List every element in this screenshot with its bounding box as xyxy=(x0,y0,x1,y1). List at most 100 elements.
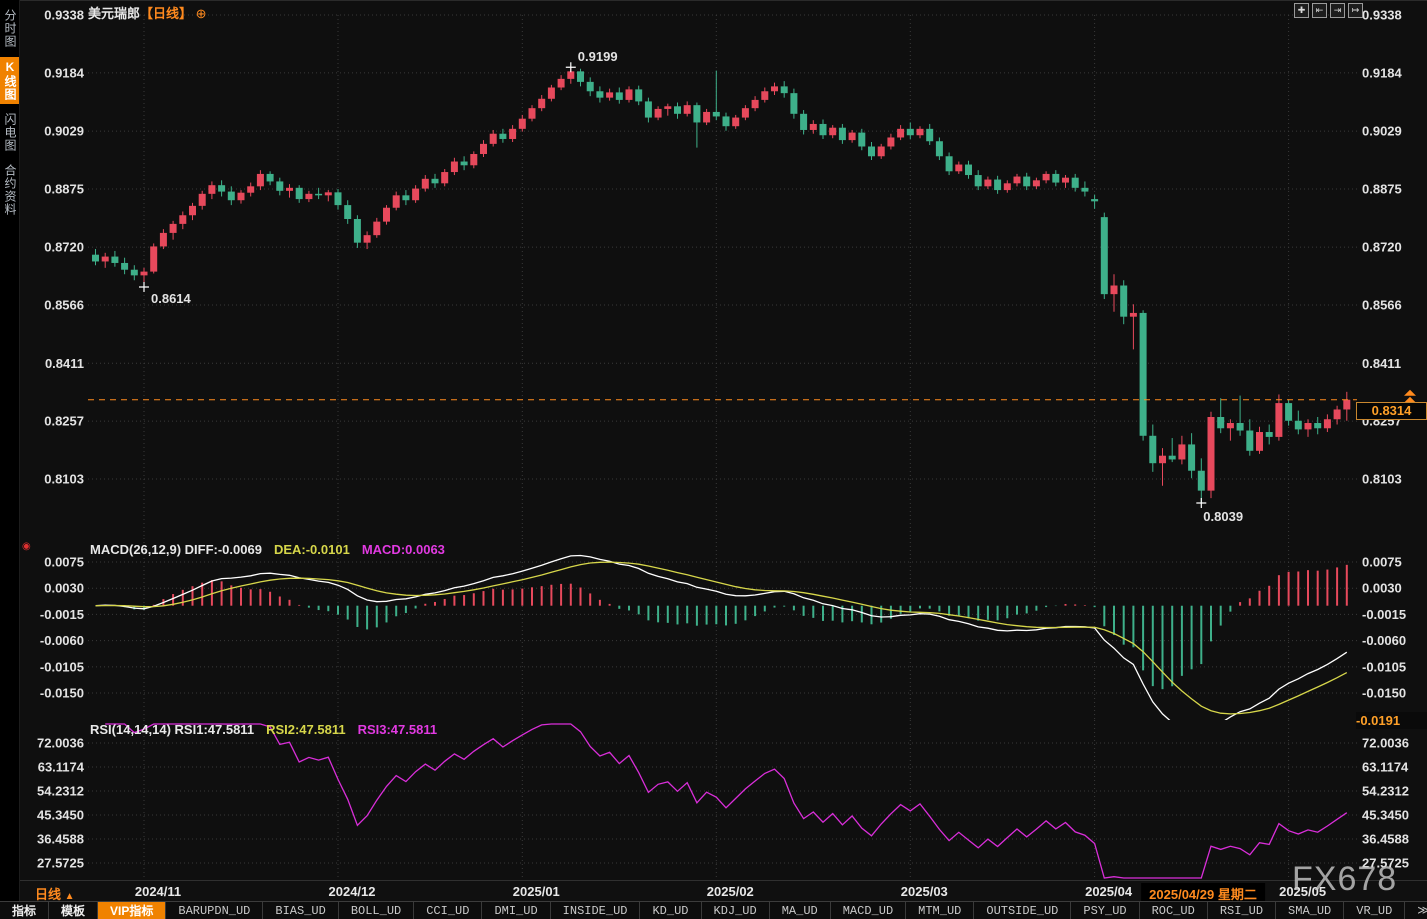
price-arrow-icon xyxy=(1404,389,1416,396)
candle-body xyxy=(1236,423,1244,431)
macd-diff-value: MACD(26,12,9) DIFF:-0.0069 xyxy=(90,542,262,557)
candle-body xyxy=(1294,420,1302,430)
x-axis-date-row: 日线 ▲ 2025/04/29 星期二 2024/11 2024/12 2025/0… xyxy=(0,880,1427,904)
rsi-panel[interactable]: 72.0036 72.0036 63.1174 63.1174 54.2312 54.23… xyxy=(0,720,1427,880)
sidebar-item-2[interactable]: 闪电图 xyxy=(3,113,17,152)
candle-body xyxy=(353,219,361,243)
macd-axis-label-left: -0.0150 xyxy=(40,686,84,701)
macd-axis-label-right: 0.0030 xyxy=(1362,581,1402,596)
macd-axis-label-right: 0.0075 xyxy=(1362,555,1402,570)
sidebar-item-0[interactable]: 分时图 xyxy=(3,9,17,48)
candle-body xyxy=(1246,430,1254,451)
candle-body xyxy=(1207,416,1215,491)
price-axis-label-left: 0.9029 xyxy=(44,124,84,139)
candle-body xyxy=(256,173,264,187)
candle-body xyxy=(838,127,846,141)
tab-≫[interactable]: ≫ xyxy=(1405,902,1427,919)
crosshair-icon[interactable]: ✚ xyxy=(1294,3,1309,18)
candle-body xyxy=(421,178,429,189)
tab-MA_UD[interactable]: MA_UD xyxy=(770,902,831,919)
sidebar-item-1[interactable]: K线图 xyxy=(0,57,19,104)
price-axis-label-left: 0.8875 xyxy=(44,181,84,196)
candle-body xyxy=(819,123,827,136)
scale-compress-icon[interactable]: ⇤ xyxy=(1312,3,1327,18)
tab-指标[interactable]: 指标 xyxy=(0,902,50,919)
candle-body xyxy=(577,71,584,82)
candle-body xyxy=(1226,423,1234,429)
sidebar-item-3[interactable]: 合约资料 xyxy=(3,164,17,216)
candle-body xyxy=(392,195,400,208)
candle-body xyxy=(383,207,390,222)
candle-body xyxy=(1129,312,1137,317)
tab-DMI_UD[interactable]: DMI_UD xyxy=(482,902,551,919)
candle-body xyxy=(596,91,604,98)
candle-body xyxy=(1052,173,1060,183)
macd-legend: MACD(26,12,9) DIFF:-0.0069 DEA:-0.0101 MAC… xyxy=(90,542,445,557)
candle-body xyxy=(897,128,905,138)
candle-body xyxy=(1314,423,1322,429)
price-arrow-icon xyxy=(1404,396,1416,403)
candle-body xyxy=(305,193,313,200)
tab-OUTSIDE_UD[interactable]: OUTSIDE_UD xyxy=(974,902,1072,919)
rsi-axis-label-right: 54.2312 xyxy=(1362,784,1409,799)
tab-PSY_UD[interactable]: PSY_UD xyxy=(1071,902,1140,919)
scale-expand-icon[interactable]: ⇥ xyxy=(1330,3,1345,18)
tab-MACD_UD[interactable]: MACD_UD xyxy=(831,902,907,919)
pan-right-icon[interactable]: ↦ xyxy=(1348,3,1363,18)
candle-body xyxy=(111,256,119,263)
tab-KD_UD[interactable]: KD_UD xyxy=(640,902,702,919)
candle-body xyxy=(974,175,982,187)
rsi3-value: RSI3:47.5811 xyxy=(357,722,438,737)
price-axis-label-left: 0.8566 xyxy=(44,298,84,313)
candle-body xyxy=(1217,416,1225,429)
rsi-axis-label-right: 45.3450 xyxy=(1362,808,1409,823)
tab-MTM_UD[interactable]: MTM_UD xyxy=(906,902,975,919)
candle-body xyxy=(1256,432,1263,451)
candle-body xyxy=(208,185,216,194)
crosshair-mark-icon xyxy=(565,62,576,73)
rsi-axis-label-right: 36.4588 xyxy=(1362,832,1409,847)
tab-BIAS_UD[interactable]: BIAS_UD xyxy=(263,902,339,919)
tab-SMA_UD[interactable]: SMA_UD xyxy=(1276,902,1345,919)
period-dropdown[interactable]: 日线 ▲ xyxy=(35,884,75,903)
tab-RSI_UD[interactable]: RSI_UD xyxy=(1208,902,1277,919)
candle-body xyxy=(1032,180,1040,187)
price-axis-label-left: 0.8411 xyxy=(45,356,84,371)
candle-body xyxy=(780,86,788,94)
tab-INSIDE_UD[interactable]: INSIDE_UD xyxy=(551,902,641,919)
tab-VR_UD[interactable]: VR_UD xyxy=(1344,902,1406,919)
tab-模板[interactable]: 模板 xyxy=(49,902,99,919)
tab-ROC_UD[interactable]: ROC_UD xyxy=(1140,902,1208,919)
tab-VIP指标[interactable]: VIP指标 xyxy=(98,902,167,919)
dea-line xyxy=(95,561,1348,715)
candle-body xyxy=(441,172,449,184)
macd-panel[interactable]: 0.0075 0.0075 0.0030 0.0030 -0.0015 -0.0015 -0… xyxy=(0,538,1427,720)
macd-dea-value: DEA:-0.0101 xyxy=(273,542,350,557)
main-candlestick-chart[interactable]: 0.9338 0.9338 0.9184 0.9184 0.9029 0.9029 0.88… xyxy=(0,0,1427,538)
tab-CCI_UD[interactable]: CCI_UD xyxy=(414,902,483,919)
rsi-axis-label-left: 54.2312 xyxy=(37,784,84,799)
macd-axis-label-left: 0.0075 xyxy=(44,555,84,570)
candle-body xyxy=(557,78,565,88)
candle-body xyxy=(664,106,672,109)
price-axis-label-right: 0.9184 xyxy=(1362,65,1403,80)
candle-body xyxy=(858,132,866,147)
indicator-marker-icon[interactable]: ◉ xyxy=(22,541,31,552)
tab-BARUPDN_UD[interactable]: BARUPDN_UD xyxy=(166,902,264,919)
tab-KDJ_UD[interactable]: KDJ_UD xyxy=(702,902,770,919)
tab-BOLL_UD[interactable]: BOLL_UD xyxy=(339,902,415,919)
period-dropdown-label: 日线 xyxy=(35,887,62,902)
candle-body xyxy=(994,179,1002,191)
candle-body xyxy=(237,192,245,201)
candle-body xyxy=(625,89,633,100)
candle-body xyxy=(470,154,478,166)
candle-body xyxy=(751,99,759,109)
circle-plus-icon[interactable]: ⊕ xyxy=(195,6,207,21)
macd-min-readout: -0.0191 xyxy=(1356,712,1427,729)
crosshair-mark-icon xyxy=(139,282,149,293)
rsi1-value: RSI(14,14,14) RSI1:47.5811 xyxy=(90,722,255,737)
candle-body xyxy=(1168,455,1176,460)
candle-body xyxy=(509,128,517,139)
candle-body xyxy=(926,128,934,142)
